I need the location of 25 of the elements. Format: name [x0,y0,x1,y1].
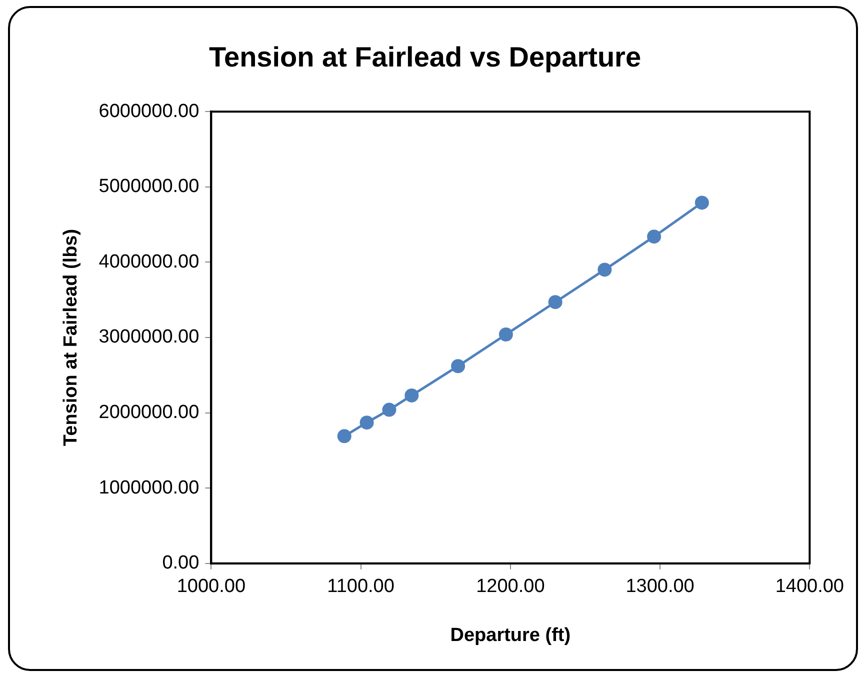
chart-title: Tension at Fairlead vs Departure [208,42,642,73]
point [337,429,352,444]
x-tick-label: 1300.00 [626,576,694,598]
y-tick-label: 3000000.00 [98,326,200,348]
point [598,262,612,277]
x-tick-label: 1200.00 [476,576,545,598]
y-tick-label: 2000000.00 [98,402,200,424]
y-axis-title: Tension at Fairlead (lbs) [60,228,82,446]
point [382,402,396,417]
point [498,327,513,342]
x-tick-label: 1100.00 [327,576,394,598]
x-axis-title: Departure (ft) [450,624,571,646]
point [360,416,374,430]
y-tick-label: 4000000.00 [98,251,200,272]
x-tick-label: 1000.00 [176,576,246,598]
x-tick-label: 1400.00 [775,576,844,598]
y-tick-label: 0.00 [162,552,200,574]
y-tick-label: 5000000.00 [98,176,200,198]
point [694,196,709,210]
point [404,388,419,402]
point [647,230,662,244]
point [548,295,562,310]
point [451,359,466,374]
y-tick-label: 1000000.00 [98,477,200,498]
y-tick-label: 6000000.00 [98,100,200,122]
